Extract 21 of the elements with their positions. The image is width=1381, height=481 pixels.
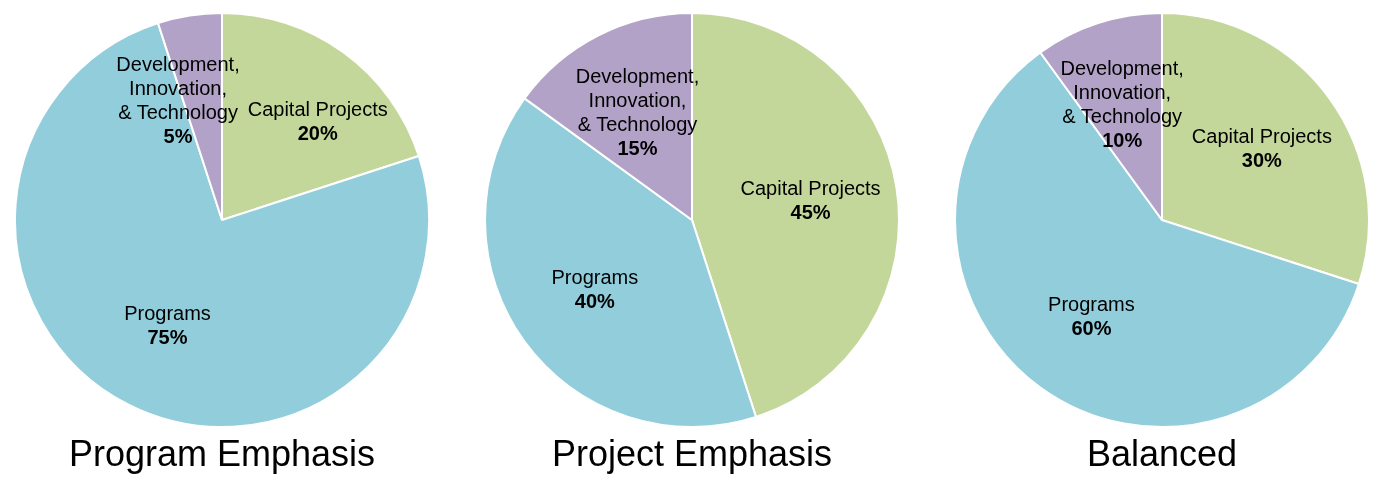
data-label: 45% (790, 200, 831, 223)
slice-label: Capital Projects (740, 176, 881, 199)
slice-label: Programs (1048, 292, 1135, 315)
text: Program Emphasis (67, 432, 377, 476)
data-label: 75% (147, 326, 188, 349)
data-label: 40% (574, 290, 616, 313)
data-label: 10% (1102, 129, 1143, 152)
data-label: 30% (1241, 148, 1283, 171)
slice-label: Programs (124, 302, 211, 325)
data-label: 5% (163, 124, 193, 147)
data-label: 60% (1071, 316, 1112, 339)
slice-label: Development, Innovation, & Technology (116, 52, 240, 123)
data-label: 15% (617, 136, 658, 159)
slice-label: Development, Innovation, & Technology (1060, 57, 1184, 128)
text: Balanced (1085, 432, 1239, 476)
slice-label: Programs (551, 266, 639, 289)
slice-label: Development, Innovation, & Technology (575, 64, 700, 135)
slice-label: Capital Projects (247, 98, 388, 121)
text: Project Emphasis (550, 432, 834, 476)
data-label: 20% (297, 122, 338, 145)
slice-label: Capital Projects (1191, 124, 1332, 147)
